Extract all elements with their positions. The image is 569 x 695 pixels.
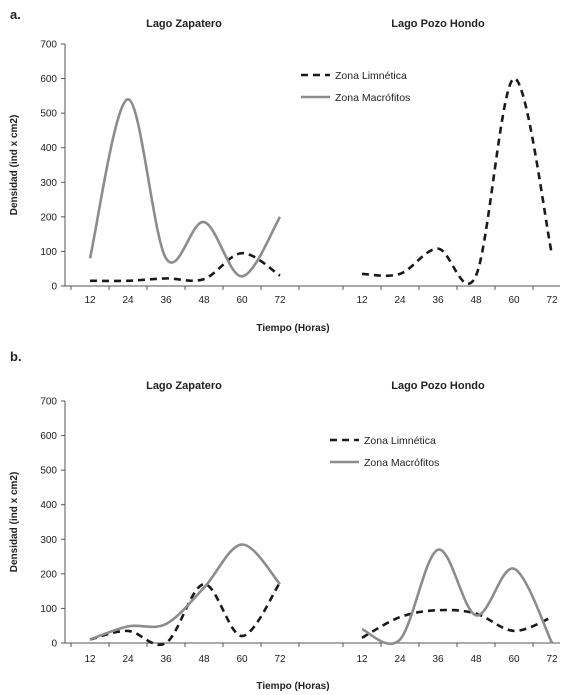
legend-label-zona-macrofitos: Zona Macrófitos [364,457,439,469]
x-tick-label: 48 [198,295,210,306]
y-tick-label: 600 [40,431,57,442]
x-tick-label: 24 [122,654,134,665]
x-tick-label: 36 [432,654,444,665]
x-tick-label: 24 [122,295,134,306]
x-tick-label: 72 [546,654,558,665]
y-tick-label: 300 [40,535,57,546]
x-tick-label: 60 [236,654,248,665]
x-tick-label: 12 [84,654,96,665]
series-line-zona-macrofitos [361,548,554,646]
x-tick-label: 12 [356,654,368,665]
y-tick-label: 0 [51,639,57,650]
y-tick-label: 400 [40,500,57,511]
chart-panel-b: b. Lago Zapatero Lago Pozo Hondo 0 100 200 300… [9,349,560,692]
legend-label-zona-macrofitos: Zona Macrófitos [335,92,410,104]
legend: Zona Limnética Zona Macrófitos [330,435,439,469]
series-line-zona-macrofitos [89,543,281,641]
x-tick-label: 48 [470,654,482,665]
x-axis-title: Tiempo (Horas) [256,681,329,692]
legend-label-zona-limnetica: Zona Limnética [335,70,407,82]
y-tick-label: 100 [40,604,57,615]
x-tick-label: 12 [356,295,368,306]
y-tick-label: 0 [51,282,57,293]
legend-label-zona-limnetica: Zona Limnética [364,435,436,447]
series-line-zona-limnetica [89,251,281,283]
legend: Zona Limnética Zona Macrófitos [301,70,410,104]
y-tick-label: 200 [40,569,57,580]
y-tick-label: 700 [40,40,57,51]
x-tick-label: 24 [394,295,406,306]
series-line-zona-limnetica [361,77,554,285]
x-tick-label: 48 [470,295,482,306]
x-tick-label: 36 [160,295,172,306]
x-tick-label: 36 [160,654,172,665]
x-tick-label: 24 [394,654,406,665]
x-tick-label: 60 [508,295,520,306]
series-line-zona-macrofitos [88,98,282,278]
y-tick-label: 200 [40,212,57,223]
lake-title: Lago Zapatero [146,18,222,30]
x-tick-label: 60 [236,295,248,306]
x-tick-label: 12 [84,295,96,306]
x-tick-label: 72 [274,295,286,306]
x-tick-label: 48 [198,654,210,665]
x-tick-label: 72 [274,654,286,665]
x-axis-title: Tiempo (Horas) [256,323,329,334]
lake-title: Lago Zapatero [146,380,222,392]
y-axis-title: Densidad (ind x cm2) [9,115,20,216]
y-tick-label: 600 [40,74,57,85]
chart-panel-a: a. Lago Zapatero Lago Pozo Hondo 0 100 200 300… [9,7,560,334]
series-line-zona-limnetica [361,608,553,639]
y-tick-label: 500 [40,109,57,120]
series-line-zona-limnetica [89,581,282,647]
panel-label: b. [10,349,22,364]
x-tick-label: 72 [546,295,558,306]
y-axis-title: Densidad (ind x cm2) [9,472,20,573]
lake-title: Lago Pozo Hondo [391,380,485,392]
lake-title: Lago Pozo Hondo [391,18,485,30]
panel-label: a. [10,7,21,22]
y-tick-label: 300 [40,178,57,189]
y-tick-label: 700 [40,397,57,408]
y-tick-label: 500 [40,466,57,477]
x-tick-label: 36 [432,295,444,306]
y-tick-label: 400 [40,143,57,154]
x-tick-label: 60 [508,654,520,665]
y-tick-label: 100 [40,247,57,258]
